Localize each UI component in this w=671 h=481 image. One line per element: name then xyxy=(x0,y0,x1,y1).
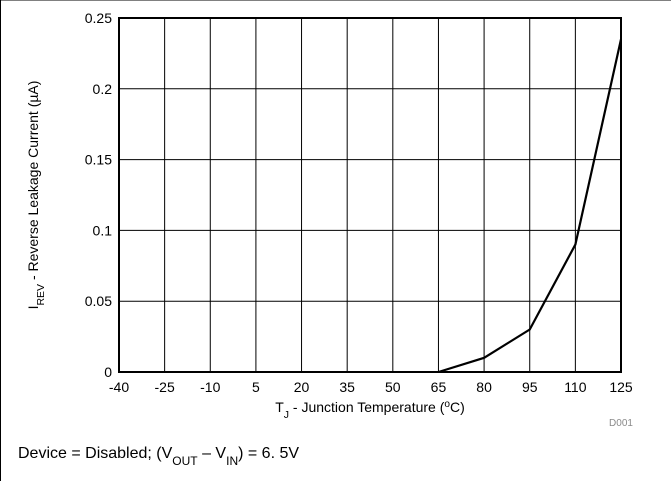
x-tick-label: 65 xyxy=(431,379,447,395)
plot-frame xyxy=(118,17,622,373)
y-tick-label: 0.25 xyxy=(85,10,112,26)
x-tick-label: 95 xyxy=(522,379,538,395)
x-tick-label: 35 xyxy=(339,379,355,395)
x-tick-label: 50 xyxy=(385,379,401,395)
plot-area xyxy=(118,17,622,373)
caption: Device = Disabled; (VOUT – VIN) = 6. 5V xyxy=(18,445,299,468)
x-tick-label: 125 xyxy=(609,379,633,395)
y-tick-label: 0.2 xyxy=(93,81,113,97)
y-tick-label: 0.05 xyxy=(85,293,112,309)
x-tick-label: 80 xyxy=(476,379,492,395)
series xyxy=(438,39,623,374)
gridlines xyxy=(119,18,621,372)
x-tick-label: -10 xyxy=(200,379,220,395)
tick-labels: -40 -25 -10 5 20 35 50 65 80 95 110 125 0 0.05 0.1 0.15… xyxy=(85,10,633,395)
x-tick-label: 110 xyxy=(564,379,587,395)
x-tick-label: -40 xyxy=(109,379,129,395)
figure-code: D001 xyxy=(609,418,633,429)
y-tick-label: 0 xyxy=(104,364,112,380)
y-tick-label: 0.15 xyxy=(85,152,112,168)
x-tick-label: -25 xyxy=(155,379,175,395)
x-tick-label: 20 xyxy=(294,379,310,395)
y-axis-label: IREV - Reverse Leakage Current (µA) xyxy=(25,81,47,310)
y-tick-label: 0.1 xyxy=(93,222,113,238)
x-axis-label: TJ - Junction Temperature (oC) xyxy=(275,399,465,422)
x-tick-label: 5 xyxy=(252,379,260,395)
